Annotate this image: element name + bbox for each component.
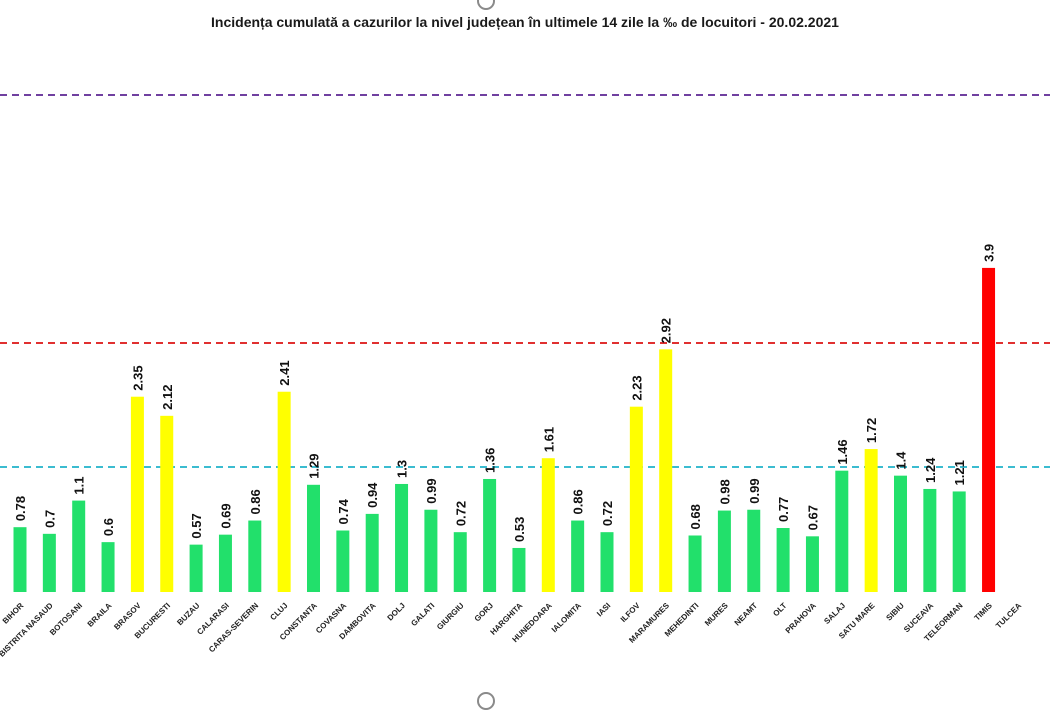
x-tick-label: MURES: [703, 601, 730, 628]
bar: [541, 458, 555, 592]
bar: [571, 520, 585, 592]
data-label: 1.3: [395, 460, 410, 478]
data-label: 0.6: [101, 518, 116, 536]
data-label: 0.57: [189, 513, 204, 538]
bar: [277, 391, 291, 592]
bar: [982, 267, 996, 592]
data-label: 2.41: [277, 360, 292, 385]
bar: [189, 544, 203, 592]
data-label: 1.21: [952, 460, 967, 485]
bar: [864, 449, 878, 592]
data-label: 0.86: [248, 489, 263, 514]
data-label: 1.1: [72, 477, 87, 495]
bar: [72, 500, 86, 592]
data-label: 2.92: [659, 318, 674, 343]
bar: [365, 513, 379, 592]
data-label: 1.29: [307, 453, 322, 478]
data-label: 1.36: [483, 448, 498, 473]
bar: [629, 406, 643, 592]
bar: [160, 415, 174, 592]
x-tick-label: TIMIS: [973, 601, 995, 623]
x-tick-label: GALATI: [409, 601, 436, 628]
bar: [13, 527, 27, 592]
x-tick-label: CLUJ: [268, 601, 289, 622]
data-label: 0.98: [717, 479, 732, 504]
data-label: 0.78: [13, 496, 28, 521]
data-label: 1.72: [864, 418, 879, 443]
bar: [218, 534, 232, 592]
data-label: 1.46: [835, 439, 850, 464]
data-label: 2.35: [130, 365, 145, 390]
x-tick-label: SALAJ: [822, 601, 847, 626]
data-label: 0.68: [688, 504, 703, 529]
bar: [835, 470, 849, 592]
x-tick-label: IALOMITA: [550, 601, 583, 634]
x-tick-label: GIURGIU: [435, 601, 466, 632]
bar: [923, 488, 937, 592]
bar: [776, 528, 790, 592]
x-tick-label: CARAS-SEVERIN: [207, 601, 260, 654]
data-label: 1.4: [894, 451, 909, 470]
top-resize-handle-icon[interactable]: [477, 0, 495, 10]
data-label: 0.72: [453, 501, 468, 526]
x-tick-label: BISTRITA NASAUD: [0, 601, 55, 659]
bar: [307, 484, 320, 592]
data-label: 1.61: [541, 427, 556, 452]
x-tick-label: BIHOR: [1, 601, 26, 626]
bar: [248, 520, 262, 592]
bar: [952, 491, 966, 592]
x-tick-label: SIBIU: [884, 601, 906, 623]
data-label: 0.74: [336, 498, 351, 524]
x-tick-label: DOLJ: [386, 601, 407, 622]
bar: [600, 532, 614, 592]
x-tick-label: PRAHOVA: [784, 601, 818, 635]
bar: [453, 532, 467, 592]
bar: [717, 510, 731, 592]
bar: [130, 396, 144, 592]
x-tick-label: BRAILA: [86, 601, 114, 629]
bar: [659, 349, 673, 592]
data-label: 0.67: [805, 505, 820, 530]
data-label: 0.86: [571, 489, 586, 514]
data-label: 2.23: [629, 375, 644, 400]
data-label: 0.72: [600, 501, 615, 526]
bar: [336, 530, 350, 592]
data-label: 0.53: [512, 517, 527, 542]
data-label: 1.24: [923, 457, 938, 483]
data-label: 2.12: [160, 385, 175, 410]
x-tick-label: IASI: [595, 601, 612, 618]
bottom-resize-handle-icon[interactable]: [477, 692, 495, 710]
chart-title: Incidența cumulată a cazurilor la nivel …: [211, 14, 839, 30]
data-label: 0.77: [776, 497, 791, 522]
bar: [894, 475, 907, 592]
bar: [688, 535, 702, 592]
data-label: 3.9: [982, 244, 997, 262]
bar: [424, 509, 438, 592]
bar: [42, 533, 56, 592]
data-label: 0.94: [365, 482, 380, 508]
x-tick-label: TULCEA: [994, 601, 1023, 630]
data-label: 0.69: [218, 503, 233, 528]
data-label: 0.99: [424, 478, 439, 503]
x-tick-label: ILFOV: [619, 601, 642, 624]
bar: [395, 483, 409, 592]
x-tick-label: NEAMT: [733, 601, 760, 628]
bar: [747, 509, 761, 592]
x-tick-label: OLT: [771, 601, 788, 618]
bar: [512, 547, 526, 592]
bar: [805, 536, 819, 592]
x-tick-label: BUZAU: [175, 601, 201, 627]
x-tick-label: GORJ: [473, 601, 495, 623]
data-label: 0.99: [747, 478, 762, 503]
bar: [483, 478, 497, 592]
bar: [101, 542, 115, 592]
data-label: 0.7: [42, 510, 57, 528]
